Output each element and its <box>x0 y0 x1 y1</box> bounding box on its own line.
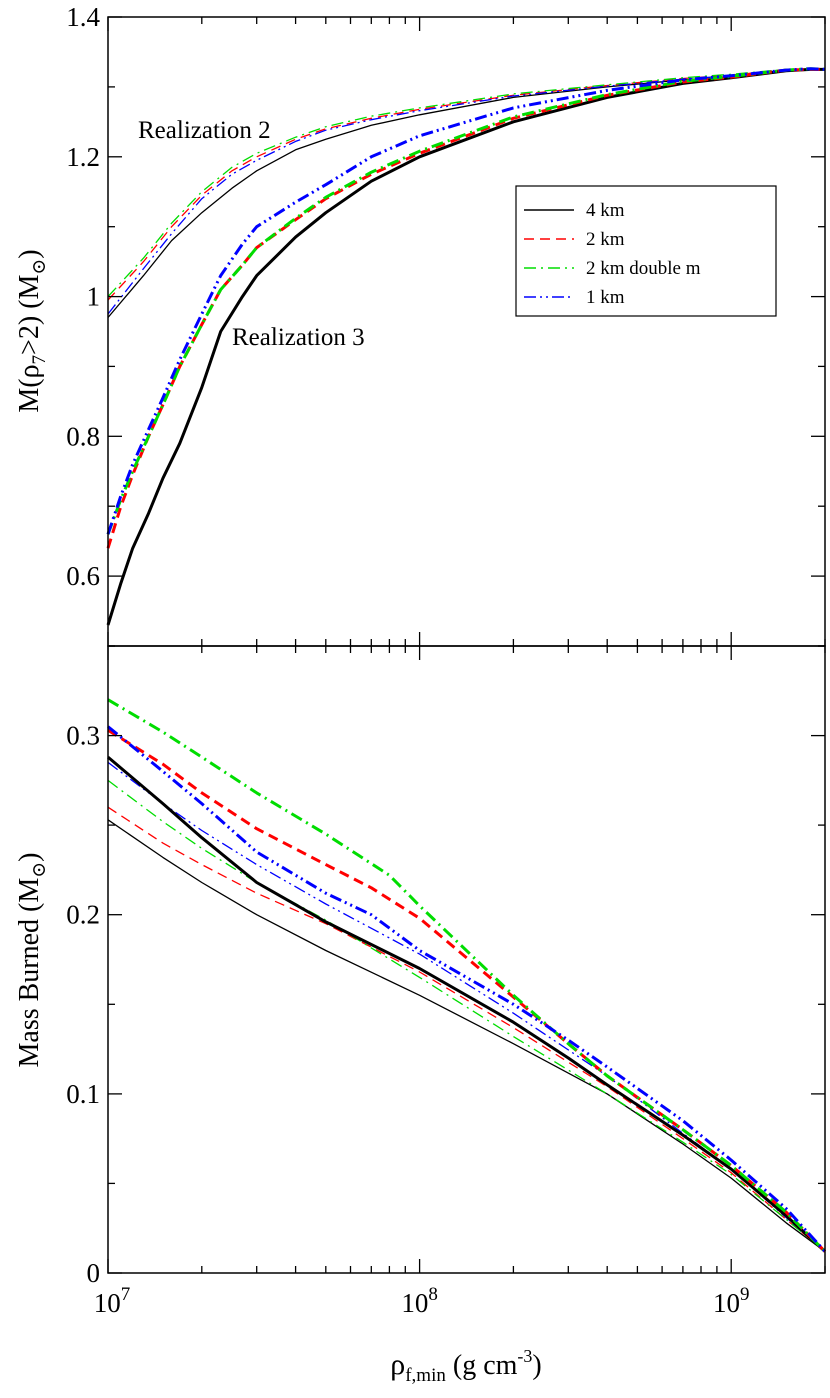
xtick-label: 108 <box>401 1284 438 1318</box>
top-ytick-label: 0.6 <box>66 561 100 591</box>
bottom-ytick-label: 0.1 <box>66 1079 100 1109</box>
top-panel: 0.6 0.8 1 1.2 1.4 Realization 2 Realization … <box>14 2 826 647</box>
top-series-2-km-double-m-realization-3 <box>106 67 826 535</box>
legend-label-2km: 2 km <box>586 229 625 250</box>
xlabel: ρf,min (g cm-3) <box>390 1346 541 1386</box>
top-ylabel: M(ρ7>2) (M⊙) <box>14 249 50 412</box>
legend: 4 km 2 km 2 km double m 1 km <box>515 185 777 317</box>
annotation-realization-3: Realization 3 <box>232 324 365 351</box>
xlabel-rho: ρ <box>390 1348 405 1381</box>
xlabel-sub: f,min <box>405 1365 446 1386</box>
bottom-ticks <box>107 645 826 1274</box>
bottom-series-group <box>107 698 827 1253</box>
xlabel-sup: -3 <box>517 1346 532 1366</box>
xtick-label: 109 <box>713 1284 750 1318</box>
legend-samples <box>524 209 574 298</box>
legend-label-2km-double-m: 2 km double m <box>586 258 701 279</box>
top-series-group <box>106 67 826 626</box>
top-ylabel-main: M(ρ <box>14 364 45 412</box>
top-ylabel-unit: ⊙ <box>29 259 50 275</box>
legend-label-4km: 4 km <box>586 200 625 221</box>
xtick-label: 107 <box>94 1284 131 1318</box>
top-ytick-labels: 0.6 0.8 1 1.2 1.4 <box>66 2 100 591</box>
bottom-panel: 0 0.1 0.2 0.3 107 108 109 Mass Burned (M⊙) ρf… <box>14 645 827 1386</box>
bottom-ylabel-close: ) <box>14 852 45 861</box>
bottom-series-4-km-realization-3 <box>107 755 827 1253</box>
bottom-ytick-label: 0 <box>87 1258 101 1288</box>
bottom-series-4-km-realization-2 <box>107 819 826 1253</box>
top-ytick-label: 1.4 <box>66 2 100 32</box>
legend-label-1km: 1 km <box>586 287 625 308</box>
bottom-ylabel-main: Mass Burned (M <box>14 878 45 1068</box>
top-ylabel-sub: 7 <box>29 355 50 365</box>
bottom-ytick-label: 0.2 <box>66 900 100 930</box>
bottom-series-2-km-double-m-realization-3 <box>107 698 827 1253</box>
top-series-2-km-double-m-realization-2 <box>107 68 826 298</box>
annotation-realization-2: Realization 2 <box>138 117 271 144</box>
top-series-1-km-realization-2 <box>107 68 825 315</box>
top-ticks <box>107 16 826 647</box>
bottom-plot-frame <box>107 645 826 1274</box>
xlabel-close: ) <box>532 1350 541 1381</box>
bottom-series-2-km-realization-2 <box>107 806 826 1253</box>
top-ylabel-rest: >2) (M <box>14 275 45 355</box>
bottom-ytick-labels: 0 0.1 0.2 0.3 <box>66 721 100 1288</box>
bottom-ylabel: Mass Burned (M⊙) <box>14 852 50 1067</box>
bottom-series-2-km-double-m-realization-2 <box>107 779 826 1253</box>
bottom-ylabel-unit: ⊙ <box>29 862 50 878</box>
bottom-ytick-label: 0.3 <box>66 721 100 751</box>
top-ytick-label: 0.8 <box>66 421 100 451</box>
bottom-xtick-labels: 107 108 109 <box>94 1284 750 1318</box>
bottom-series-1-km-realization-3 <box>107 725 827 1253</box>
top-ytick-label: 1 <box>87 282 101 312</box>
xlabel-mid: (g cm <box>446 1350 518 1381</box>
top-ytick-label: 1.2 <box>66 142 100 172</box>
legend-box <box>515 185 777 317</box>
top-ylabel-close: ) <box>14 249 45 258</box>
